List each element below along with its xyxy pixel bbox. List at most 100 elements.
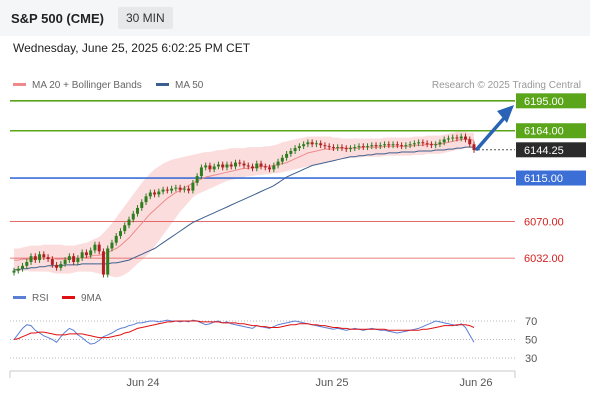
- candle-body: [221, 164, 225, 168]
- bollinger-swatch: [13, 82, 26, 86]
- candle-body: [242, 163, 246, 166]
- bollinger-band-fill: [14, 131, 474, 278]
- candle-body: [246, 165, 250, 167]
- candle-body: [38, 254, 42, 261]
- candle-body: [459, 136, 463, 139]
- legend-rsi: RSI: [13, 293, 49, 304]
- candle-body: [400, 145, 404, 147]
- level-label-resistance: 6195.00: [524, 96, 564, 108]
- candle-body: [182, 188, 186, 190]
- candle-body: [63, 260, 67, 264]
- candle-body: [76, 258, 80, 262]
- candle-body: [174, 187, 178, 189]
- candle-body: [468, 139, 472, 145]
- candle-body: [238, 162, 242, 164]
- candle-body: [204, 165, 208, 168]
- candle-body: [93, 244, 97, 251]
- candle-body: [191, 182, 195, 191]
- rsi-line: [13, 319, 475, 345]
- candle-body: [438, 142, 442, 145]
- candle-body: [323, 145, 327, 147]
- candle-body: [225, 164, 229, 168]
- candle-body: [310, 142, 314, 145]
- candle-body: [178, 187, 182, 190]
- level-label-pivot: 6115.00: [524, 173, 563, 185]
- candle-body: [123, 225, 127, 232]
- rsi-label: RSI: [32, 293, 49, 304]
- candle-body: [276, 161, 280, 166]
- timeframe-badge[interactable]: 30 MIN: [118, 7, 173, 29]
- candle-body: [59, 263, 63, 268]
- candle-body: [344, 148, 348, 150]
- candle-body: [29, 256, 33, 262]
- candle-body: [383, 144, 387, 146]
- candle-body: [144, 196, 148, 203]
- candle-body: [421, 142, 425, 144]
- ma50-label: MA 50: [175, 80, 204, 91]
- candle-body: [148, 192, 152, 197]
- candle-body: [472, 144, 476, 151]
- level-label-last: 6144.25: [524, 145, 564, 157]
- level-tag-pivot: [516, 170, 586, 186]
- candle-body: [80, 252, 84, 259]
- candle-body: [208, 165, 212, 170]
- ma50-swatch: [156, 82, 169, 86]
- candle-body: [97, 244, 101, 252]
- candle-body: [293, 148, 297, 152]
- candle-body: [161, 189, 165, 192]
- candle-body: [306, 142, 310, 145]
- candle-body: [255, 163, 259, 169]
- x-tick-label: Jun 24: [126, 377, 159, 389]
- candle-body: [89, 250, 93, 256]
- candle-body: [33, 256, 37, 261]
- candle-body: [118, 231, 122, 236]
- candle-body: [374, 145, 378, 147]
- candle-body: [327, 146, 331, 148]
- level-label-resistance: 6164.00: [524, 126, 564, 138]
- candle-body: [395, 144, 399, 146]
- candle-body: [212, 166, 216, 170]
- level-tag-resistance: [516, 93, 586, 109]
- candle-body: [157, 191, 161, 195]
- candle-body: [272, 165, 276, 170]
- candle-body: [72, 256, 76, 262]
- level-tag-last: [516, 142, 586, 158]
- candle-body: [136, 207, 140, 214]
- candle-body: [12, 270, 16, 273]
- candle-body: [216, 164, 220, 167]
- candle-body: [314, 143, 318, 145]
- legend-rsi-ma: 9MA: [62, 293, 102, 304]
- candle-body: [25, 261, 29, 266]
- candle-body: [361, 146, 365, 148]
- rsi-tick-label: 70: [525, 316, 537, 328]
- candle-body: [165, 189, 169, 191]
- rsi-ma-label: 9MA: [81, 293, 102, 304]
- symbol-title: S&P 500 (CME): [11, 11, 104, 26]
- candle-body: [455, 137, 459, 139]
- candle-body: [366, 146, 370, 148]
- x-tick-label: Jun 26: [459, 377, 492, 389]
- x-tick-label: Jun 25: [315, 377, 348, 389]
- ma50-line: [14, 146, 474, 271]
- candle-body: [187, 188, 191, 191]
- legend-bollinger: MA 20 + Bollinger Bands: [13, 80, 142, 91]
- research-credit: Research © 2025 Trading Central: [431, 80, 581, 91]
- candle-body: [408, 144, 412, 146]
- candle-body: [280, 157, 284, 162]
- candle-body: [451, 137, 455, 139]
- candle-body: [140, 202, 144, 208]
- candle-body: [106, 248, 110, 275]
- candle-body: [463, 136, 467, 140]
- candle-body: [42, 254, 46, 258]
- candle-body: [289, 151, 293, 154]
- candle-body: [131, 213, 135, 220]
- candle-body: [370, 145, 374, 147]
- rsi-tick-label: 30: [525, 353, 537, 365]
- candle-body: [336, 147, 340, 149]
- candle-body: [391, 144, 395, 146]
- projection-arrow-head: [497, 105, 514, 123]
- candle-body: [268, 167, 272, 170]
- candle-body: [387, 144, 391, 146]
- candle-body: [446, 138, 450, 140]
